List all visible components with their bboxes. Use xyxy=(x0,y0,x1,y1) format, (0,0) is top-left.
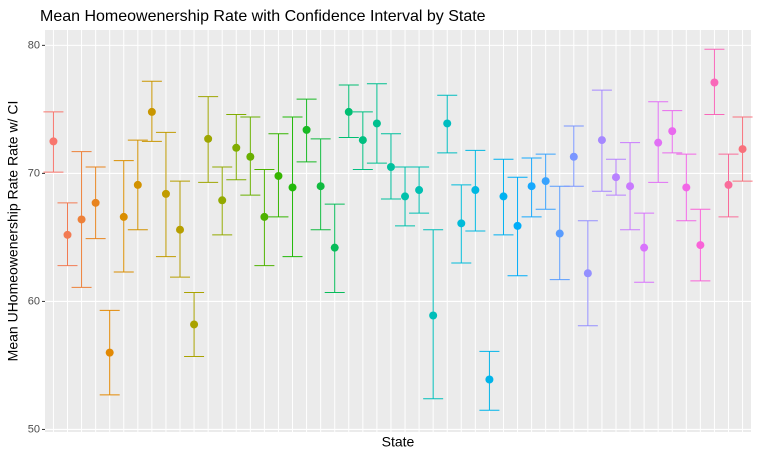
point xyxy=(415,186,424,195)
point xyxy=(316,182,325,191)
point xyxy=(63,230,72,239)
point xyxy=(541,177,550,186)
point xyxy=(682,183,691,192)
point xyxy=(696,241,705,250)
point xyxy=(654,138,663,147)
point xyxy=(583,269,592,278)
panel xyxy=(45,30,751,432)
point xyxy=(724,180,733,189)
point xyxy=(274,171,283,180)
point xyxy=(386,162,395,171)
y-tick-label: 60 xyxy=(28,295,40,307)
point xyxy=(190,320,199,329)
y-axis-label: Mean UHomeowenership Rate Rate w/ CI xyxy=(5,101,21,362)
point xyxy=(133,180,142,189)
point xyxy=(288,183,297,192)
point xyxy=(232,143,241,152)
point xyxy=(443,119,452,128)
point xyxy=(77,215,86,224)
point xyxy=(527,182,536,191)
point xyxy=(161,189,170,198)
point xyxy=(358,136,367,145)
point xyxy=(710,78,719,87)
point xyxy=(119,212,128,221)
point xyxy=(204,134,213,143)
point xyxy=(513,221,522,230)
point xyxy=(457,219,466,228)
point xyxy=(260,212,269,221)
point xyxy=(611,173,620,182)
point xyxy=(401,192,410,201)
chart-title: Mean Homeowenership Rate with Confidence… xyxy=(40,8,486,25)
x-axis-label: State xyxy=(382,434,415,450)
point xyxy=(738,145,747,154)
point xyxy=(555,229,564,238)
point xyxy=(91,198,100,207)
point xyxy=(640,243,649,252)
y-tick-label: 70 xyxy=(28,167,40,179)
point xyxy=(302,125,311,134)
point xyxy=(569,152,578,161)
point xyxy=(330,243,339,252)
point xyxy=(597,136,606,145)
point xyxy=(176,225,185,234)
point xyxy=(429,311,438,320)
point xyxy=(49,137,58,146)
point xyxy=(485,375,494,384)
y-tick-label: 50 xyxy=(28,423,40,435)
y-tick-label: 80 xyxy=(28,39,40,51)
point xyxy=(218,196,227,205)
point xyxy=(499,192,508,201)
point xyxy=(626,182,635,191)
point xyxy=(668,127,677,136)
point xyxy=(372,119,381,128)
point xyxy=(246,152,255,161)
point xyxy=(344,107,353,116)
point xyxy=(471,186,480,195)
point xyxy=(147,107,156,116)
point xyxy=(105,348,114,357)
